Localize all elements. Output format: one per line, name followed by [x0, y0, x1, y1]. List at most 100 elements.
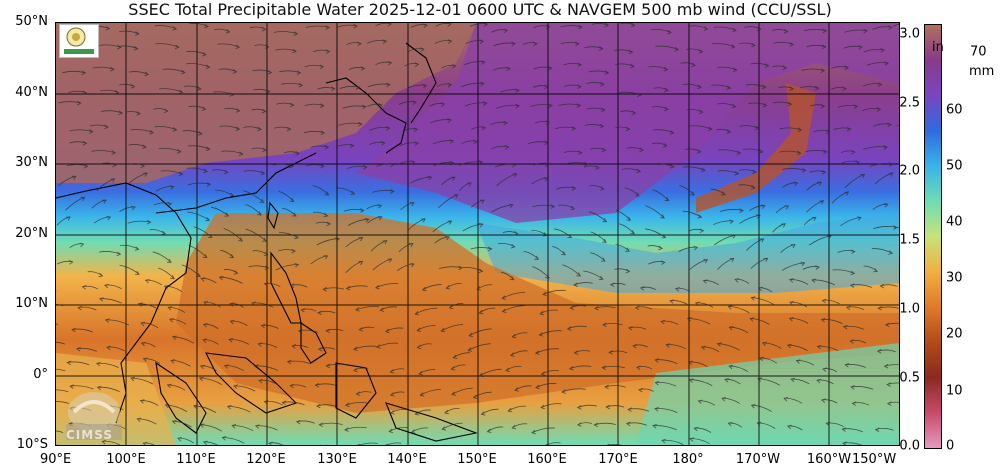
streamline — [316, 238, 340, 246]
page-title: SSEC Total Precipitable Water 2025-12-01… — [128, 0, 832, 19]
longitude-label: 170°E — [598, 452, 638, 467]
streamline-arrowhead — [503, 28, 509, 34]
streamline — [462, 223, 483, 232]
streamline — [545, 442, 561, 445]
streamline-arrowhead — [166, 258, 172, 263]
streamline-arrowhead — [845, 305, 851, 311]
streamline-arrowhead — [223, 169, 229, 175]
streamline-arrowhead — [378, 103, 383, 108]
streamline-arrowhead — [724, 378, 729, 383]
streamline — [458, 161, 483, 166]
streamline-arrowhead — [697, 214, 703, 219]
streamline — [808, 235, 832, 246]
colorbar-inch-unit: in — [932, 40, 944, 55]
streamline-arrowhead — [478, 160, 484, 165]
streamline-arrowhead — [687, 360, 693, 365]
streamline — [590, 231, 607, 243]
streamline-arrowhead — [163, 285, 169, 290]
streamline — [367, 83, 390, 88]
streamline — [119, 30, 140, 35]
streamline-arrowhead — [674, 46, 680, 52]
map-panel[interactable] — [55, 22, 900, 446]
streamline-arrowhead — [196, 273, 201, 278]
streamline — [781, 168, 806, 171]
streamline — [781, 262, 805, 271]
streamline-arrowhead — [291, 212, 297, 217]
streamline-arrowhead — [267, 70, 273, 75]
streamline-arrowhead — [257, 126, 262, 132]
streamline-arrowhead — [820, 317, 826, 323]
streamline-arrowhead — [261, 26, 267, 32]
streamline-arrowhead — [472, 394, 478, 399]
streamline — [562, 264, 581, 277]
streamline — [186, 167, 208, 172]
wind-streamlines — [56, 23, 899, 445]
streamline-arrowhead — [478, 268, 484, 273]
streamline-arrowhead — [144, 279, 150, 284]
streamline — [182, 130, 203, 135]
streamline-arrowhead — [851, 249, 856, 255]
streamline — [159, 88, 183, 93]
streamline-arrowhead — [762, 102, 768, 108]
longitude-label: 140°E — [387, 452, 427, 467]
streamline-arrowhead — [421, 286, 427, 292]
streamline-arrowhead — [758, 356, 764, 362]
streamline-arrowhead — [825, 421, 831, 427]
streamline-arrowhead — [540, 404, 545, 410]
streamline-arrowhead — [820, 103, 826, 109]
streamline-arrowhead — [758, 149, 764, 154]
streamline-arrowhead — [98, 272, 104, 278]
streamline-arrowhead — [819, 200, 825, 205]
streamline — [885, 322, 899, 326]
streamline-arrowhead — [106, 345, 112, 351]
streamline — [532, 266, 550, 279]
streamline-arrowhead — [797, 127, 803, 133]
streamline-arrowhead — [198, 376, 204, 382]
streamline-arrowhead — [538, 332, 544, 337]
streamline-arrowhead — [166, 383, 172, 389]
streamline-arrowhead — [789, 42, 795, 47]
streamline-arrowhead — [413, 127, 419, 133]
streamline-arrowhead — [296, 70, 302, 76]
streamline-arrowhead — [599, 186, 605, 191]
streamline — [273, 31, 298, 35]
streamline-arrowhead — [749, 317, 755, 322]
streamline — [803, 28, 827, 32]
streamline — [99, 298, 122, 304]
streamline-arrowhead — [850, 270, 856, 276]
streamline — [326, 363, 349, 367]
streamline — [628, 408, 650, 412]
streamline-arrowhead — [257, 342, 263, 347]
streamline-arrowhead — [531, 429, 536, 435]
streamline — [467, 343, 491, 351]
streamline-arrowhead — [752, 169, 757, 175]
streamline-arrowhead — [135, 31, 140, 36]
streamline-arrowhead — [134, 246, 140, 251]
streamline — [689, 379, 713, 386]
streamline-arrowhead — [170, 275, 175, 280]
cimss-logo — [58, 386, 130, 442]
streamline-arrowhead — [149, 129, 155, 135]
streamline-arrowhead — [95, 361, 101, 367]
streamline — [62, 70, 86, 74]
streamline — [567, 325, 587, 330]
streamline-arrowhead — [625, 247, 630, 252]
streamline-arrowhead — [358, 260, 364, 266]
streamline-arrowhead — [202, 338, 208, 343]
streamline-arrowhead — [636, 168, 642, 174]
streamline — [832, 269, 855, 274]
streamline-arrowhead — [263, 251, 269, 257]
streamline — [618, 91, 642, 96]
streamline-arrowhead — [130, 376, 135, 382]
streamline — [69, 129, 93, 132]
colorbar-inch-label: 0.5 — [899, 370, 920, 386]
streamline — [219, 125, 240, 130]
streamline — [409, 176, 432, 184]
streamline-arrowhead — [362, 165, 368, 170]
streamline-arrowhead — [448, 304, 454, 310]
streamline-arrowhead — [734, 171, 740, 176]
streamline-arrowhead — [787, 101, 793, 107]
streamline-arrowhead — [822, 28, 828, 34]
streamline-arrowhead — [289, 163, 295, 169]
streamline — [523, 251, 539, 260]
